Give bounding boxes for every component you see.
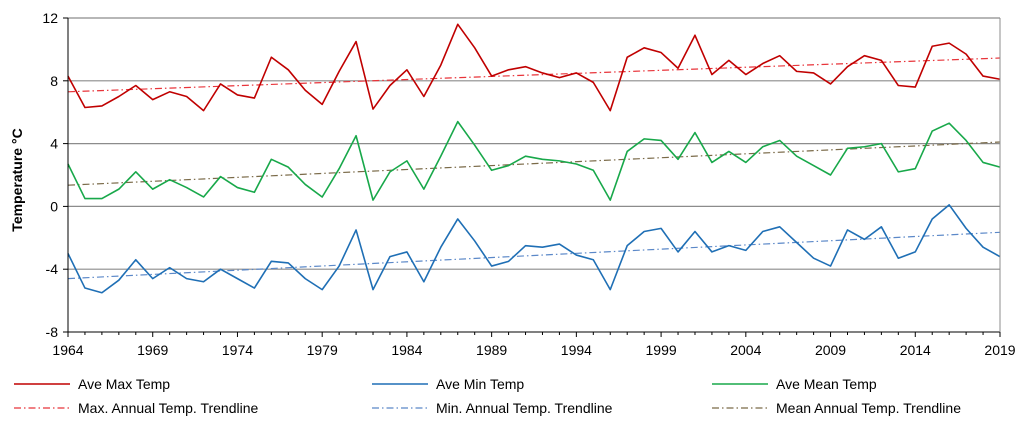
- legend-label-2: Ave Mean Temp: [776, 376, 877, 392]
- trendlines: [67, 57, 1001, 280]
- legend-label-1: Ave Min Temp: [436, 376, 524, 392]
- x-tick-labels: 1964 1969 1974 1979 1984 1989 1994 1999 2004 2009…: [52, 342, 1015, 358]
- x-tick-label-5: 1989: [476, 342, 507, 358]
- y-tick-label-1: -4: [46, 261, 59, 277]
- y-tick-label-2: 0: [50, 198, 58, 214]
- x-tick-label-11: 2019: [984, 342, 1015, 358]
- trendline-mean-annual-temp-trendline: [67, 141, 1001, 186]
- y-tick-label-5: 12: [42, 10, 58, 26]
- series-line-ave-max-temp: [67, 23, 1001, 112]
- y-tick-labels: -8 -4 0 4 8 12: [42, 10, 58, 340]
- y-axis-title: Temperature °C: [9, 128, 25, 231]
- trendline-max-annual-temp-trendline: [67, 57, 1001, 93]
- legend-label-5: Mean Annual Temp. Trendline: [776, 400, 961, 416]
- x-tick-label-0: 1964: [52, 342, 83, 358]
- legend-label-4: Min. Annual Temp. Trendline: [436, 400, 613, 416]
- x-tick-label-9: 2009: [815, 342, 846, 358]
- x-tick-label-7: 1999: [646, 342, 677, 358]
- data-series: [67, 23, 1001, 294]
- legend: Ave Max Temp Ave Min Temp Ave Mean Temp Max…: [14, 376, 961, 416]
- x-tick-label-8: 2004: [730, 342, 761, 358]
- y-tick-label-4: 8: [50, 73, 58, 89]
- y-tick-label-3: 4: [50, 136, 58, 152]
- gridlines: [68, 17, 1000, 270]
- x-tick-label-6: 1994: [561, 342, 592, 358]
- legend-label-0: Ave Max Temp: [78, 376, 170, 392]
- legend-label-3: Max. Annual Temp. Trendline: [78, 400, 259, 416]
- trendline-min-annual-temp-trendline: [67, 231, 1001, 280]
- x-tick-label-2: 1974: [222, 342, 253, 358]
- x-tick-label-3: 1979: [307, 342, 338, 358]
- x-tick-label-1: 1969: [137, 342, 168, 358]
- x-tick-label-10: 2014: [900, 342, 931, 358]
- y-tick-label-0: -8: [46, 324, 59, 340]
- x-tick-label-4: 1984: [391, 342, 422, 358]
- series-line-ave-mean-temp: [67, 120, 1001, 201]
- series-line-ave-min-temp: [67, 204, 1001, 294]
- axes: [63, 17, 1001, 337]
